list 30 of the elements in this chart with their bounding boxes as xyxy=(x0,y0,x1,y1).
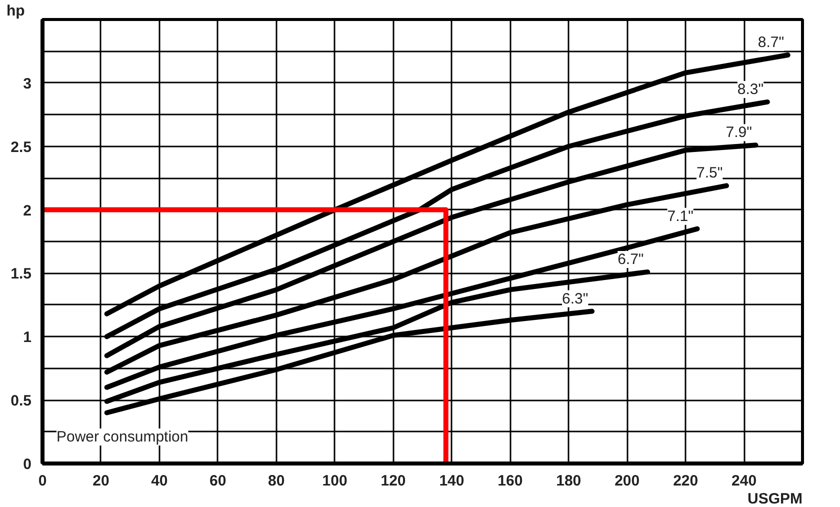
x-tick-label: 100 xyxy=(322,472,348,490)
series-label: 7.1" xyxy=(667,208,694,225)
y-tick-label: 3 xyxy=(23,75,32,92)
x-tick-label: 200 xyxy=(614,472,640,490)
x-tick-label: 20 xyxy=(92,472,110,490)
y-tick-label: 1 xyxy=(23,329,32,346)
x-tick-label: 40 xyxy=(151,472,168,490)
y-axis-title: hp xyxy=(6,2,25,20)
y-tick-label: 2.5 xyxy=(10,138,32,156)
x-tick-label: 240 xyxy=(732,472,757,490)
series-label: 6.7" xyxy=(618,250,644,268)
series-label: 7.9" xyxy=(726,124,752,142)
x-tick-label: 60 xyxy=(210,472,226,490)
series-label: 8.7" xyxy=(758,34,784,52)
x-tick-label: 120 xyxy=(380,472,406,490)
series-label: 8.3" xyxy=(737,80,764,98)
x-tick-label: 0 xyxy=(38,472,47,490)
x-tick-label: 160 xyxy=(498,472,523,490)
x-tick-label: 140 xyxy=(439,472,464,490)
y-tick-label: 2 xyxy=(23,202,32,220)
annotation: Power consumption xyxy=(56,428,188,446)
x-tick-label: 80 xyxy=(268,472,285,490)
y-tick-label: 0 xyxy=(23,456,32,473)
x-tick-label: 220 xyxy=(673,472,698,490)
x-axis-title: USGPM xyxy=(747,490,803,507)
series-label: 7.5" xyxy=(696,164,723,182)
x-tick-label: 180 xyxy=(556,472,582,490)
y-tick-label: 0.5 xyxy=(10,392,32,410)
y-tick-label: 1.5 xyxy=(10,266,32,283)
series-label: 6.3" xyxy=(562,290,588,308)
